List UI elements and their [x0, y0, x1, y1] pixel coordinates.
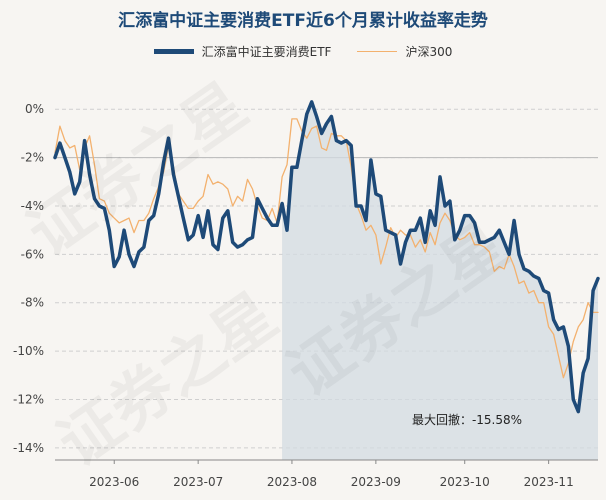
x-tick-label: 2023-10	[440, 475, 490, 489]
y-tick-label: -2%	[21, 151, 44, 165]
y-tick-label: -10%	[13, 344, 44, 358]
series-line-etf	[53, 100, 600, 414]
x-tick-label: 2023-11	[524, 475, 574, 489]
max-drawdown-label: 最大回撤：-15.58%	[412, 412, 522, 427]
drawdown-area	[282, 101, 598, 460]
y-tick-label: -12%	[13, 393, 44, 407]
x-tick-label: 2023-09	[351, 475, 401, 489]
legend-item-hs300[interactable]: 沪深300	[357, 43, 452, 60]
legend-swatch-hs300	[357, 50, 398, 52]
y-tick-label: 0%	[25, 102, 44, 116]
legend-swatch-etf	[153, 48, 194, 54]
x-tick-label: 2023-06	[89, 475, 139, 489]
legend-label-hs300: 沪深300	[405, 44, 453, 59]
chart-legend: 汇添富中证主要消费ETF 沪深300	[0, 40, 606, 62]
y-tick-label: -4%	[21, 199, 44, 213]
chart-title: 汇添富中证主要消费ETF近6个月累计收益率走势	[118, 11, 488, 31]
series-line-hs300	[54, 118, 599, 379]
y-tick-label: -6%	[21, 247, 44, 261]
legend-item-etf[interactable]: 汇添富中证主要消费ETF	[153, 43, 332, 60]
x-tick-label: 2023-08	[267, 475, 317, 489]
x-tick-label: 2023-07	[173, 475, 223, 489]
y-tick-label: -8%	[21, 296, 44, 310]
y-tick-label: -14%	[13, 441, 44, 455]
legend-label-etf: 汇添富中证主要消费ETF	[201, 44, 332, 59]
